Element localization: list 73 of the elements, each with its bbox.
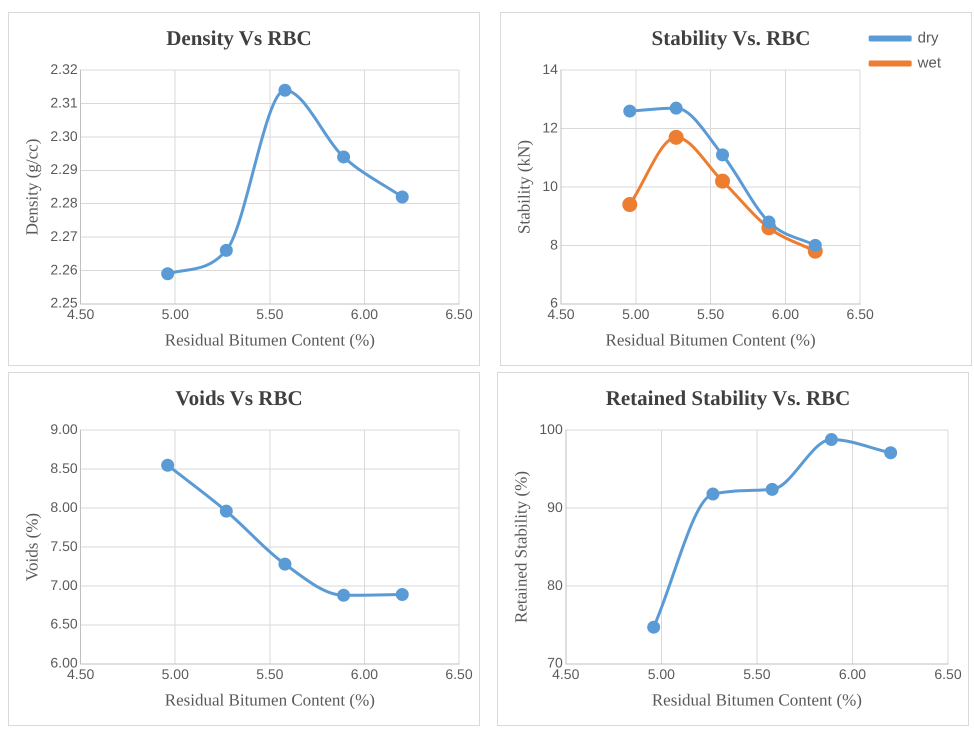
y-tick-label: 8.50 xyxy=(50,460,78,476)
x-tick-label: 5.50 xyxy=(696,306,724,322)
x-tick-label: 5.00 xyxy=(648,666,676,682)
x-tick-label: 5.50 xyxy=(743,666,771,682)
x-tick-label: 6.50 xyxy=(445,306,473,322)
y-tick-label: 2.27 xyxy=(50,228,78,244)
point xyxy=(670,102,683,115)
chart-title: Stability Vs. RBC xyxy=(652,26,810,50)
point xyxy=(278,558,292,571)
y-tick-label: 2.32 xyxy=(50,61,78,78)
y-tick-label: 14 xyxy=(542,61,558,78)
y-tick-label: 80 xyxy=(547,576,563,593)
point xyxy=(824,433,838,446)
y-tick-label: 8.00 xyxy=(50,498,78,515)
point xyxy=(622,197,638,212)
y-axis-title: Retained Stability (%) xyxy=(512,470,531,624)
point xyxy=(762,216,776,229)
x-tick-label: 5.00 xyxy=(162,306,190,322)
point xyxy=(337,588,350,602)
y-axis-title: Density (g/cc) xyxy=(22,138,42,236)
point xyxy=(278,84,292,97)
y-tick-label: 2.26 xyxy=(50,261,78,278)
point xyxy=(337,150,350,164)
chart-title: Voids Vs RBC xyxy=(175,386,303,410)
x-axis-title: Residual Bitumen Content (%) xyxy=(164,330,375,350)
y-tick-label: 2.28 xyxy=(50,194,78,211)
x-axis-title: Residual Bitumen Content (%) xyxy=(606,330,816,350)
point xyxy=(623,104,636,118)
x-tick-label: 6.50 xyxy=(934,666,962,682)
y-tick-label: 12 xyxy=(542,119,558,136)
point xyxy=(161,267,174,280)
point xyxy=(706,488,720,501)
y-tick-label: 2.30 xyxy=(50,128,78,144)
y-tick-label: 7.00 xyxy=(50,576,78,593)
x-tick-label: 6.00 xyxy=(772,306,800,322)
x-axis-title: Residual Bitumen Content (%) xyxy=(164,690,375,710)
y-axis-title: Voids (%) xyxy=(22,512,42,582)
x-tick-label: 5.50 xyxy=(256,666,284,682)
y-tick-label: 100 xyxy=(539,421,563,438)
x-axis-title: Residual Bitumen Content (%) xyxy=(652,690,862,710)
point xyxy=(647,620,660,634)
x-tick-label: 5.00 xyxy=(162,666,190,682)
y-tick-label: 2.29 xyxy=(50,161,78,178)
x-tick-label: 6.00 xyxy=(838,666,866,682)
x-tick-label: 6.50 xyxy=(846,306,874,322)
y-tick-label: 2.31 xyxy=(50,94,78,110)
y-axis-title: Stability (kN) xyxy=(514,140,534,234)
point xyxy=(396,588,409,601)
y-tick-label: 7.50 xyxy=(50,538,78,554)
point xyxy=(220,244,233,257)
point xyxy=(766,482,779,496)
point xyxy=(668,130,684,145)
point xyxy=(220,504,233,518)
x-tick-label: 6.00 xyxy=(350,666,378,682)
legend-label: dry xyxy=(918,30,939,47)
chart-title: Density Vs RBC xyxy=(166,26,312,50)
point xyxy=(884,446,898,460)
point xyxy=(808,238,822,252)
x-tick-label: 6.50 xyxy=(445,666,473,682)
point xyxy=(396,190,409,204)
y-tick-label: 8 xyxy=(550,236,558,252)
x-tick-label: 5.00 xyxy=(622,306,650,322)
chart-title: Retained Stability Vs. RBC xyxy=(606,386,850,410)
x-tick-label: 5.50 xyxy=(256,306,284,322)
y-tick-label: 6.50 xyxy=(50,616,78,632)
y-tick-label: 9.00 xyxy=(50,421,78,438)
point xyxy=(716,148,730,162)
x-tick-label: 6.00 xyxy=(350,306,378,322)
point xyxy=(715,174,730,189)
point xyxy=(161,458,174,472)
legend-label: wet xyxy=(916,54,942,72)
y-tick-label: 90 xyxy=(547,498,563,515)
y-tick-label: 10 xyxy=(542,178,558,194)
